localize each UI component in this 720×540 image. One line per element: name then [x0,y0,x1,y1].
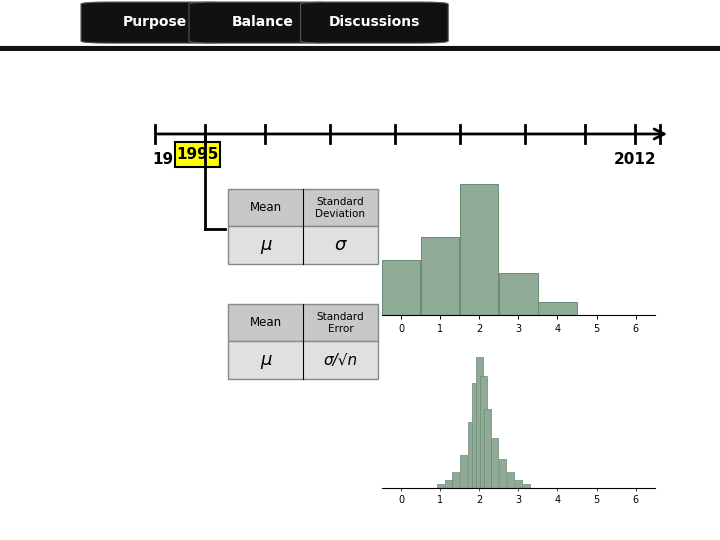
Bar [228,341,378,379]
Bar [175,142,220,167]
Bar [460,455,467,488]
Text: Purpose: Purpose [122,15,187,29]
Bar [444,480,451,488]
Text: Standard
Deviation: Standard Deviation [315,197,366,219]
Text: σ/√n: σ/√n [323,353,358,368]
Bar [523,484,530,488]
Bar [228,304,378,341]
Bar [499,273,538,315]
FancyBboxPatch shape [301,2,448,43]
Bar [468,422,475,488]
Bar [515,480,522,488]
Text: Mean: Mean [249,201,282,214]
Bar [228,189,378,226]
Bar [539,302,577,315]
FancyBboxPatch shape [81,2,229,43]
Text: σ: σ [335,236,346,254]
Bar [484,409,490,488]
Text: 1995: 1995 [176,147,219,162]
Bar [492,438,498,488]
Text: Standard
Error: Standard Error [317,312,364,334]
Text: μ: μ [260,351,271,369]
Bar [472,383,479,488]
Bar [499,459,506,488]
Bar [460,184,498,315]
Text: Mean: Mean [249,316,282,329]
Text: 2012: 2012 [613,152,657,167]
Bar [452,472,459,488]
Text: Background: Background [9,57,102,71]
Text: 2012 Joint Statistical Meetings: 2012 Joint Statistical Meetings [228,515,492,530]
Bar [382,260,420,315]
FancyBboxPatch shape [189,2,337,43]
Bar [421,237,459,315]
Text: Discussions: Discussions [329,15,420,29]
Text: 19: 19 [152,152,173,167]
Bar [507,472,514,488]
Bar [228,226,378,264]
Bar [476,356,483,488]
Bar [480,376,487,488]
Text: Balance: Balance [232,15,294,29]
Text: μ: μ [260,236,271,254]
Bar [437,484,444,488]
